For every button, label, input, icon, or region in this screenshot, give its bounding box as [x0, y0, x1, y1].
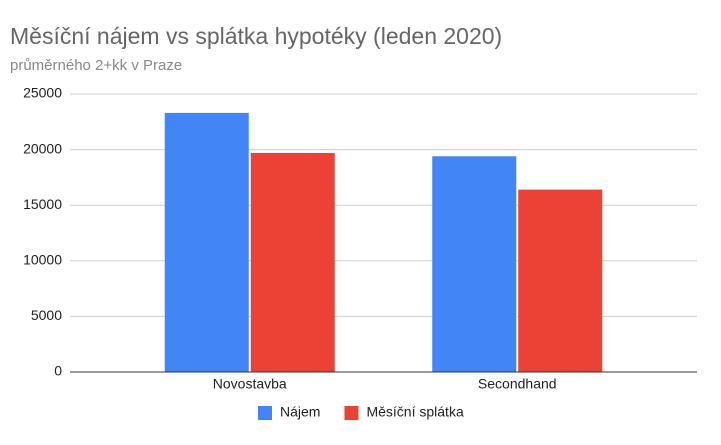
legend-swatch: [258, 406, 272, 420]
y-tick-label: 25000: [23, 85, 62, 101]
chart-subtitle: průměrného 2+kk v Praze: [10, 57, 182, 74]
y-tick-label: 5000: [31, 307, 62, 323]
bar: [164, 112, 249, 373]
legend-label: Nájem: [280, 404, 320, 420]
chart-title: Měsíční nájem vs splátka hypotéky (leden…: [10, 23, 502, 49]
y-tick-label: 0: [54, 363, 62, 379]
y-tick-label: 10000: [23, 252, 62, 268]
bar: [250, 152, 335, 372]
y-tick-label: 20000: [23, 140, 62, 156]
bar: [518, 189, 603, 372]
legend-swatch: [344, 406, 359, 420]
x-tick-label: Novostavba: [213, 376, 287, 392]
y-tick-label: 15000: [23, 196, 62, 212]
legend-label: Měsíční splátka: [366, 404, 463, 420]
bar: [432, 156, 517, 372]
x-tick-label: Secondhand: [478, 376, 557, 392]
